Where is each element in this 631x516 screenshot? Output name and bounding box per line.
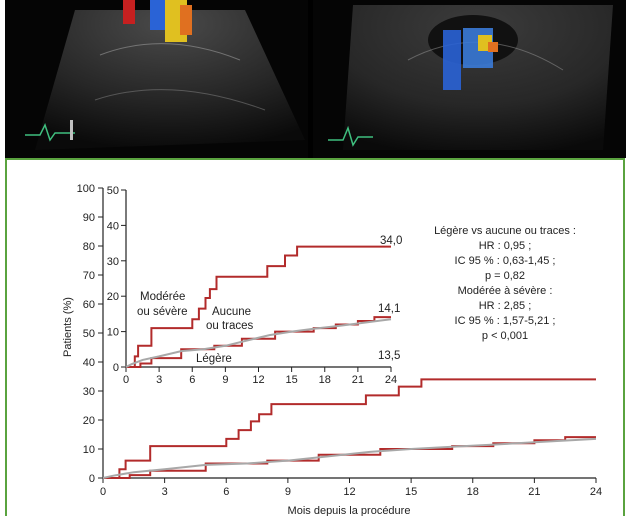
stat-line-4: p = 0,82 (485, 270, 525, 282)
inset-y-tick-label: 30 (107, 256, 119, 268)
inset-y-tick-label: 10 (107, 327, 119, 339)
inset-y-tick-label: 50 (107, 185, 119, 197)
main-y-tick-label: 0 (89, 473, 95, 485)
main-y-tick-label: 90 (83, 212, 95, 224)
inset-x-tick-label: 6 (189, 374, 195, 386)
end-label-moderate: 34,0 (380, 235, 402, 247)
main-series (102, 378, 597, 479)
main-series-line (102, 437, 597, 479)
inset-series-line (126, 245, 391, 368)
inset-y-tick-label: 20 (107, 291, 119, 303)
inset-series-line (125, 318, 392, 368)
echo-left-drawing (25, 0, 305, 150)
stat-line-3: IC 95 % : 0,63-1,45 ; (455, 255, 556, 267)
stat-line-2: HR : 0,95 ; (479, 240, 532, 252)
x-axis-label: Mois depuis la procédure (288, 505, 411, 516)
doppler-orange (180, 5, 192, 35)
main-x-tick-label: 12 (343, 486, 355, 498)
main-y-tick-label: 50 (83, 328, 95, 340)
ecg-trace-left (25, 123, 75, 142)
doppler-blue (150, 0, 168, 30)
stat-line-1: Légère vs aucune ou traces : (434, 225, 576, 237)
stat-line-7: IC 95 % : 1,57-5,21 ; (455, 315, 556, 327)
doppler-blue (443, 30, 461, 90)
inset-axes: 0 10 20 30 40 50 0 3 6 9 12 15 18 21 24 (107, 185, 397, 386)
echo-image-right (313, 0, 626, 158)
inset-label-none-2: ou traces (206, 320, 254, 332)
inset-x-tick-label: 18 (319, 374, 331, 386)
doppler-red (123, 0, 135, 24)
main-x-tick-label: 21 (528, 486, 540, 498)
main-x-tick-label: 18 (467, 486, 479, 498)
inset-y-tick-label: 0 (113, 362, 119, 374)
inset-x-tick-label: 3 (156, 374, 162, 386)
main-y-tick-label: 70 (83, 270, 95, 282)
main-y-tick-label: 60 (83, 299, 95, 311)
inset-series (125, 245, 392, 368)
inset-label-moderate-1: Modérée (140, 291, 185, 303)
inset-label-mild: Légère (196, 353, 232, 365)
main-x-tick-label: 9 (285, 486, 291, 498)
inset-y-tick-label: 40 (107, 220, 119, 232)
main-y-tick-label: 40 (83, 357, 95, 369)
inset-background (126, 190, 395, 367)
main-x-tick-label: 15 (405, 486, 417, 498)
ultrasound-sector (343, 5, 613, 150)
stats-annotation: Légère vs aucune ou traces : HR : 0,95 ;… (434, 225, 576, 342)
ecg-trace-right (328, 125, 373, 147)
inset-label-moderate-2: ou sévère (137, 306, 188, 318)
main-y-tick-label: 20 (83, 415, 95, 427)
inset-x-tick-label: 9 (222, 374, 228, 386)
main-y-tick-label: 80 (83, 241, 95, 253)
inset-x-tick-label: 24 (385, 374, 397, 386)
main-x-tick-label: 6 (223, 486, 229, 498)
inset-x-tick-label: 21 (352, 374, 364, 386)
echo-right-drawing (328, 5, 613, 150)
main-x-tick-label: 0 (100, 486, 106, 498)
stat-line-6: HR : 2,85 ; (479, 300, 532, 312)
main-x-tick-label: 3 (162, 486, 168, 498)
inset-label-none-1: Aucune (212, 306, 251, 318)
stat-line-5: Modérée à sévère : (458, 285, 553, 297)
main-series-line (103, 378, 596, 479)
echo-images (5, 0, 626, 158)
end-label-mild: 13,5 (378, 350, 400, 362)
ultrasound-sector (35, 10, 305, 150)
inset-x-tick-label: 0 (123, 374, 129, 386)
stat-line-8: p < 0,001 (482, 330, 528, 342)
y-axis-label: Patients (%) (62, 297, 74, 357)
main-y-tick-label: 10 (83, 444, 95, 456)
echo-image-left (5, 0, 308, 158)
main-x-tick-label: 24 (590, 486, 602, 498)
inset-x-tick-label: 15 (286, 374, 298, 386)
end-label-none: 14,1 (378, 303, 400, 315)
inset-x-tick-label: 12 (252, 374, 264, 386)
main-y-tick-label: 30 (83, 386, 95, 398)
main-y-tick-label: 100 (77, 183, 95, 195)
